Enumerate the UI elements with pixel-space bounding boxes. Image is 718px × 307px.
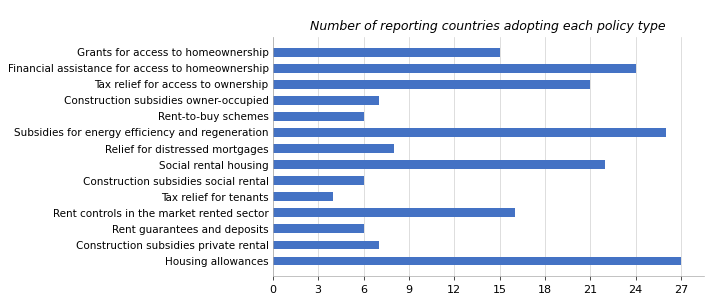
Bar	[273, 208, 515, 217]
Bar	[273, 48, 500, 56]
Bar	[273, 64, 635, 73]
Bar	[273, 160, 605, 169]
Bar	[273, 144, 393, 153]
Bar	[273, 80, 590, 89]
Bar	[273, 96, 378, 105]
Bar	[273, 176, 363, 185]
Bar	[273, 192, 333, 201]
Bar	[273, 257, 681, 266]
Bar	[273, 128, 666, 137]
Bar	[273, 224, 363, 233]
Title: Number of reporting countries adopting each policy type: Number of reporting countries adopting e…	[310, 20, 666, 33]
Bar	[273, 112, 363, 121]
Bar	[273, 240, 378, 249]
